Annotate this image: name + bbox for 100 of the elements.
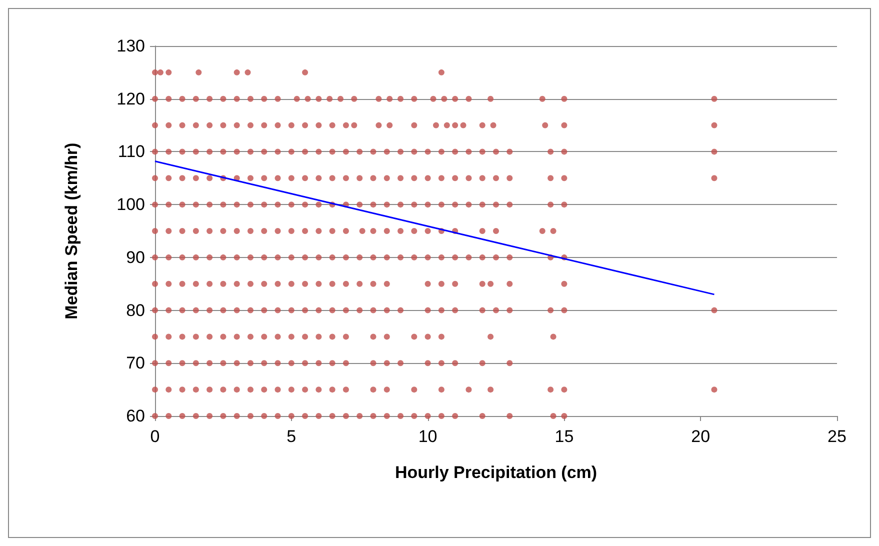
point [234, 228, 240, 234]
point [244, 69, 251, 76]
point [247, 360, 254, 366]
point [452, 307, 458, 314]
point [479, 307, 486, 314]
point [166, 413, 172, 419]
point [220, 386, 226, 393]
point [432, 122, 439, 128]
point [711, 122, 718, 128]
point [326, 96, 333, 102]
point [261, 307, 268, 314]
point [479, 360, 486, 366]
point [302, 386, 308, 393]
point [152, 334, 158, 340]
point [179, 175, 186, 182]
point [460, 122, 466, 128]
point [220, 202, 226, 208]
point [493, 175, 499, 182]
point [441, 96, 448, 102]
point [561, 307, 568, 314]
point [316, 148, 322, 155]
point [274, 280, 281, 287]
point [539, 228, 546, 234]
point [424, 280, 431, 287]
point [711, 96, 718, 102]
point [166, 307, 172, 314]
point [430, 96, 436, 102]
point [329, 148, 336, 155]
point [152, 386, 158, 393]
point [711, 386, 718, 393]
point [316, 254, 322, 260]
point [192, 175, 199, 182]
point [152, 175, 158, 182]
point [166, 69, 172, 76]
y-axis-title: Median Speed (km/hr) [62, 142, 81, 320]
point [274, 307, 281, 314]
point [466, 202, 472, 208]
point [179, 307, 186, 314]
point [247, 413, 254, 419]
point [711, 307, 718, 314]
point [247, 254, 254, 260]
point [424, 148, 431, 155]
point [411, 175, 418, 182]
point [179, 334, 186, 340]
point [206, 334, 213, 340]
point [370, 360, 376, 366]
point [329, 334, 336, 340]
point [438, 413, 444, 419]
point [370, 334, 376, 340]
point [342, 360, 349, 366]
point [192, 413, 199, 419]
point [493, 202, 499, 208]
point [338, 96, 344, 102]
point [561, 202, 568, 208]
point [274, 386, 281, 393]
point [466, 386, 472, 393]
point [424, 334, 431, 340]
y-tick-label: 120 [116, 89, 145, 108]
point [356, 307, 363, 314]
y-tick-label: 90 [126, 248, 145, 267]
point [152, 254, 158, 260]
point [247, 96, 254, 102]
point [206, 122, 213, 128]
point [288, 254, 294, 260]
point [398, 413, 404, 419]
point [220, 413, 226, 419]
point [166, 96, 172, 102]
point [384, 202, 390, 208]
point [548, 148, 554, 155]
point [316, 280, 322, 287]
point [411, 386, 418, 393]
y-tick-label: 70 [126, 354, 145, 373]
point [438, 69, 444, 76]
point [302, 202, 308, 208]
point [302, 254, 308, 260]
point [261, 413, 268, 419]
point [234, 148, 240, 155]
point [234, 360, 240, 366]
x-tick-label: 20 [691, 427, 710, 446]
point [261, 202, 268, 208]
point [548, 386, 554, 393]
point [452, 280, 458, 287]
point [247, 386, 254, 393]
point [166, 228, 172, 234]
point [179, 413, 186, 419]
point [548, 307, 554, 314]
point [398, 148, 404, 155]
point [488, 280, 494, 287]
point [342, 413, 349, 419]
point [411, 334, 418, 340]
point [384, 148, 390, 155]
point [488, 96, 494, 102]
point [274, 148, 281, 155]
point [192, 334, 199, 340]
point [316, 96, 322, 102]
point [179, 386, 186, 393]
point [166, 254, 172, 260]
point [179, 360, 186, 366]
point [411, 202, 418, 208]
point [302, 69, 308, 76]
